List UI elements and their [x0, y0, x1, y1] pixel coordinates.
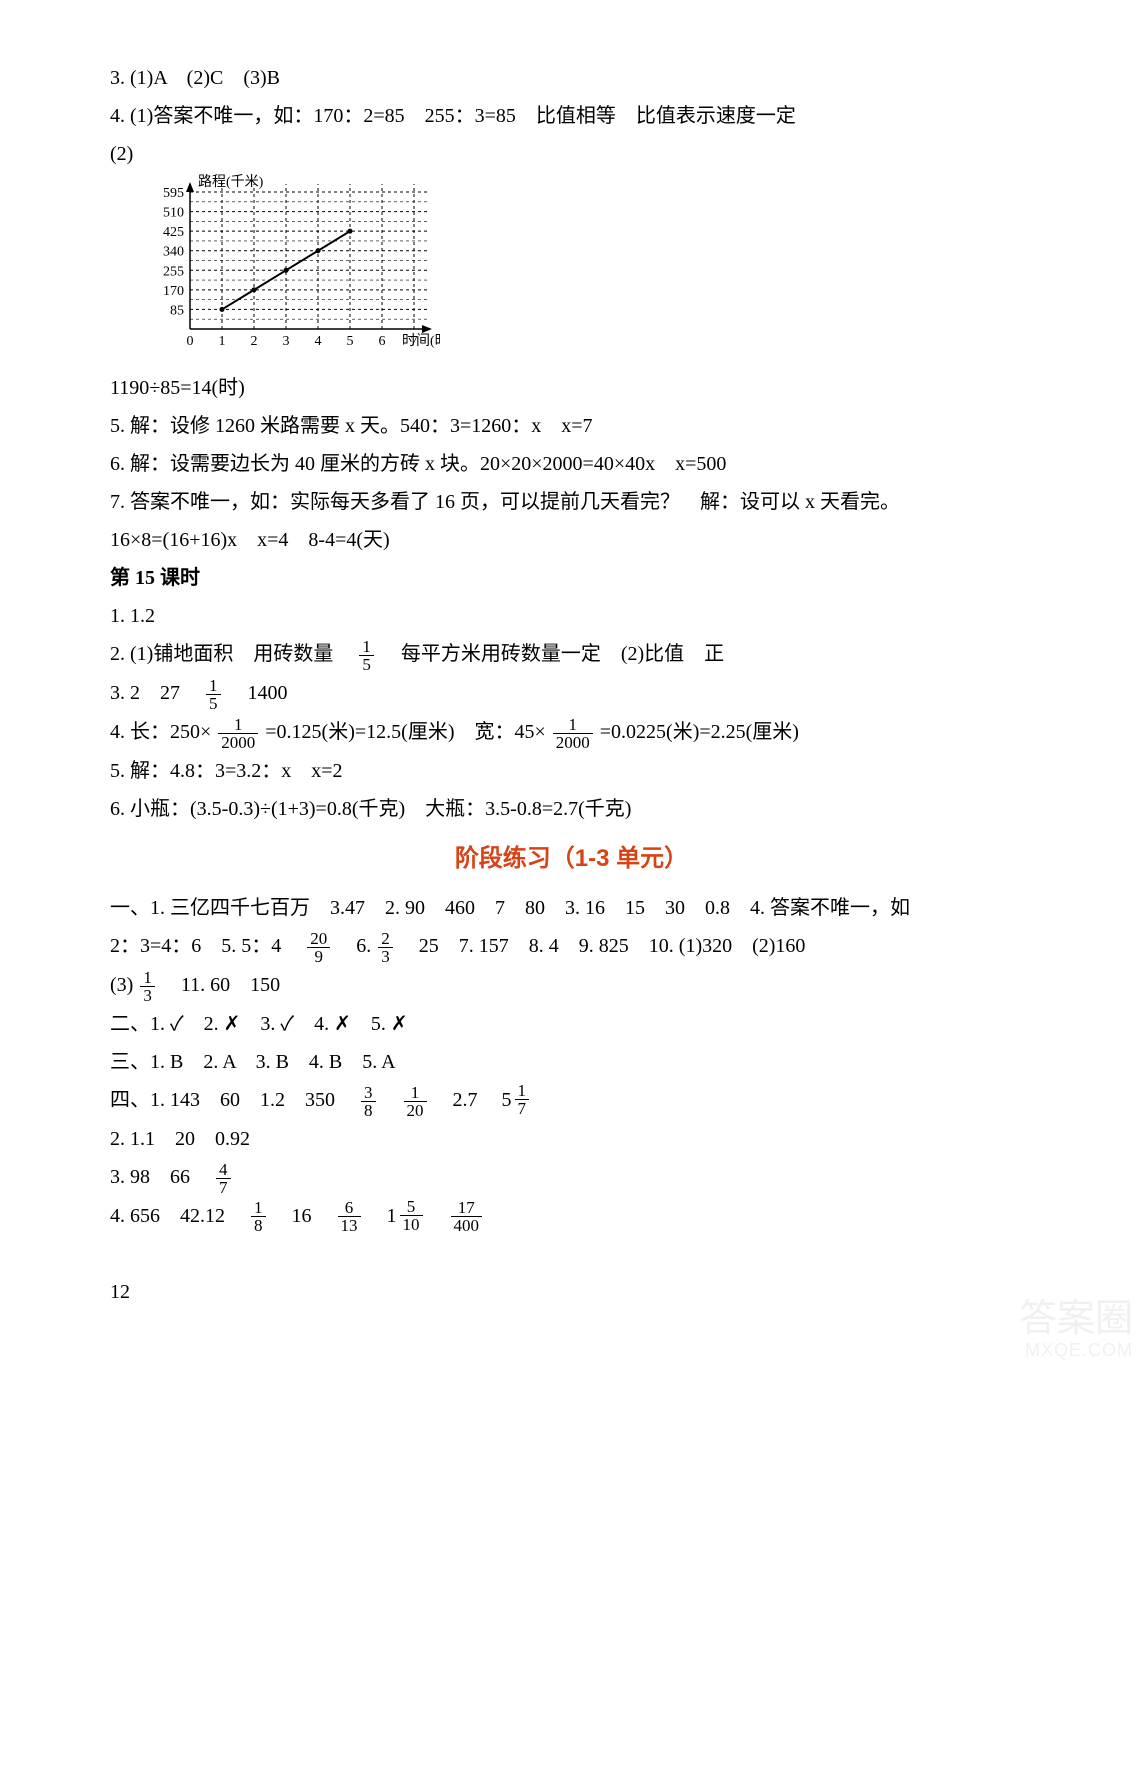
- l15-5: 5. 解：4.8：3=3.2：x x=2: [110, 753, 1033, 789]
- text: 11. 60 150: [181, 974, 280, 996]
- calc-after-chart: 1190÷85=14(时): [110, 370, 1033, 406]
- fraction: 15: [359, 638, 374, 673]
- l15-4: 4. 长：250× 12000 =0.125(米)=12.5(厘米) 宽：45×…: [110, 714, 1033, 751]
- svg-text:5: 5: [347, 334, 354, 349]
- fraction: 38: [361, 1084, 376, 1119]
- watermark-text-1: 答案圈: [1019, 1299, 1133, 1341]
- svg-text:0: 0: [187, 334, 194, 349]
- fraction: 47: [216, 1161, 231, 1196]
- fraction: 613: [338, 1199, 361, 1234]
- text: 6.: [356, 935, 371, 957]
- page-number: 12: [110, 1274, 1033, 1310]
- text: (3): [110, 974, 133, 996]
- q7-line-a: 7. 答案不唯一，如：实际每天多看了 16 页，可以提前几天看完？ 解：设可以 …: [110, 484, 1033, 520]
- s4-4: 4. 656 42.12 18 16 613 1510 17400: [110, 1198, 1033, 1235]
- text: 16: [292, 1205, 312, 1227]
- text: 4. 656 42.12: [110, 1205, 225, 1227]
- text: 25 7. 157 8. 4 9. 825 10. (1)320 (2)160: [419, 935, 806, 957]
- lesson15-title: 第 15 课时: [110, 560, 1033, 596]
- text: =0.125(米)=12.5(厘米) 宽：45×: [265, 721, 545, 743]
- svg-text:路程(千米): 路程(千米): [198, 174, 264, 190]
- chart-container: 0123456785170255340425510595路程(千米)时间(时): [140, 174, 1033, 366]
- fraction: 12000: [218, 716, 258, 751]
- svg-text:1: 1: [219, 334, 226, 349]
- text: 1400: [228, 682, 288, 704]
- q7-line-b: 16×8=(16+16)x x=4 8-4=4(天): [110, 522, 1033, 558]
- svg-text:595: 595: [163, 186, 184, 201]
- text: =0.0225(米)=2.25(厘米): [600, 721, 799, 743]
- svg-text:3: 3: [283, 334, 290, 349]
- text: 3. 2 27: [110, 682, 180, 704]
- q4-1-line: 4. (1)答案不唯一，如：170：2=85 255：3=85 比值相等 比值表…: [110, 98, 1033, 134]
- text: 3. 98 66: [110, 1166, 190, 1188]
- q3-line: 3. (1)A (2)C (3)B: [110, 60, 1033, 96]
- q6-line: 6. 解：设需要边长为 40 厘米的方砖 x 块。20×20×2000=40×4…: [110, 446, 1033, 482]
- svg-text:时间(时): 时间(时): [402, 333, 440, 349]
- q5-line: 5. 解：设修 1260 米路需要 x 天。540：3=1260：x x=7: [110, 408, 1033, 444]
- s1-c: (3) 13 11. 60 150: [110, 967, 1033, 1004]
- line-chart: 0123456785170255340425510595路程(千米)时间(时): [140, 174, 440, 354]
- s4-3: 3. 98 66 47: [110, 1159, 1033, 1196]
- watermark: 答案圈 MXQE.COM: [1019, 1299, 1133, 1361]
- svg-text:4: 4: [315, 334, 322, 349]
- text: 2.7: [453, 1089, 478, 1111]
- q4-2-label: (2): [110, 136, 1033, 172]
- text: 2. (1)铺地面积 用砖数量: [110, 643, 333, 665]
- svg-text:255: 255: [163, 264, 184, 279]
- s4-2: 2. 1.1 20 0.92: [110, 1121, 1033, 1157]
- mixed-fraction: 1510: [387, 1198, 425, 1234]
- svg-text:2: 2: [251, 334, 258, 349]
- l15-3: 3. 2 27 15 1400: [110, 675, 1033, 712]
- fraction: 120: [404, 1084, 427, 1119]
- svg-text:170: 170: [163, 284, 184, 299]
- text: 2：3=4：6 5. 5：4: [110, 935, 281, 957]
- stage-title: 阶段练习（1-3 单元）: [110, 837, 1033, 880]
- s3: 三、1. B 2. A 3. B 4. B 5. A: [110, 1044, 1033, 1080]
- fraction: 17400: [451, 1199, 483, 1234]
- watermark-text-2: MXQE.COM: [1019, 1341, 1133, 1361]
- fraction: 23: [378, 930, 393, 965]
- svg-text:425: 425: [163, 225, 184, 240]
- mixed-fraction: 517: [502, 1082, 532, 1118]
- text: 4. 长：250×: [110, 721, 211, 743]
- fraction: 12000: [553, 716, 593, 751]
- text: 每平方米用砖数量一定 (2)比值 正: [381, 643, 724, 665]
- svg-text:85: 85: [170, 303, 184, 318]
- s4-1: 四、1. 143 60 1.2 350 38 120 2.7 517: [110, 1082, 1033, 1119]
- svg-text:510: 510: [163, 206, 184, 221]
- svg-text:340: 340: [163, 245, 184, 260]
- fraction: 209: [307, 930, 330, 965]
- s1-b: 2：3=4：6 5. 5：4 209 6. 23 25 7. 157 8. 4 …: [110, 928, 1033, 965]
- s1-a: 一、1. 三亿四千七百万 3.47 2. 90 460 7 80 3. 16 1…: [110, 890, 1033, 926]
- s2: 二、1. ✓ 2. ✗ 3. ✓ 4. ✗ 5. ✗: [110, 1006, 1033, 1042]
- fraction: 15: [206, 677, 221, 712]
- fraction: 18: [251, 1199, 266, 1234]
- l15-6: 6. 小瓶：(3.5-0.3)÷(1+3)=0.8(千克) 大瓶：3.5-0.8…: [110, 791, 1033, 827]
- l15-1: 1. 1.2: [110, 598, 1033, 634]
- fraction: 13: [140, 969, 155, 1004]
- svg-text:6: 6: [379, 334, 386, 349]
- text: 四、1. 143 60 1.2 350: [110, 1089, 335, 1111]
- l15-2: 2. (1)铺地面积 用砖数量 15 每平方米用砖数量一定 (2)比值 正: [110, 636, 1033, 673]
